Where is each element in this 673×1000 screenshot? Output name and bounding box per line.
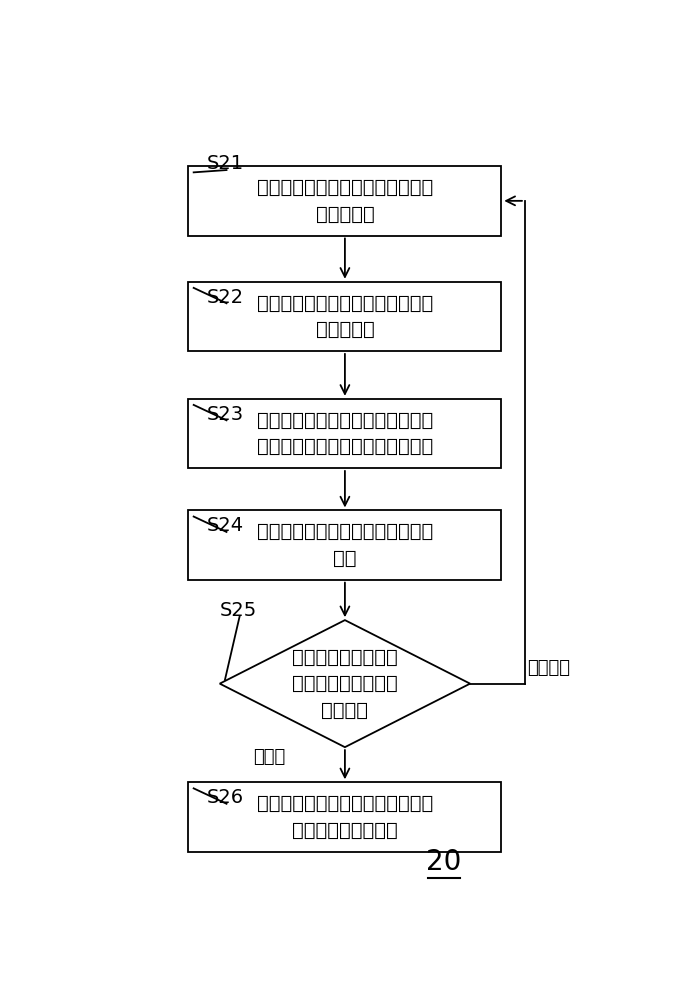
Text: S26: S26 [207,788,244,807]
FancyBboxPatch shape [188,510,501,580]
Text: S22: S22 [207,288,244,307]
FancyBboxPatch shape [188,782,501,852]
Text: 将流量热力图划分为多个流量覆盖
区域: 将流量热力图划分为多个流量覆盖 区域 [257,522,433,568]
Polygon shape [219,620,470,747]
FancyBboxPatch shape [188,282,501,351]
Text: 根据位置信息，将渲染后的基站扇
形嵌入地理地图，生成流量热力图: 根据位置信息，将渲染后的基站扇 形嵌入地理地图，生成流量热力图 [257,411,433,456]
Text: 将该信号覆盖区域标记为信号弱覆
盖区域，并进行提示: 将该信号覆盖区域标记为信号弱覆 盖区域，并进行提示 [257,794,433,840]
Text: 对各个基站扇区对应的扇形图像进
行颜色渲染: 对各个基站扇区对应的扇形图像进 行颜色渲染 [257,294,433,339]
Text: S21: S21 [207,154,244,173]
Text: 监测到: 监测到 [253,748,285,766]
FancyBboxPatch shape [188,399,501,468]
Text: S23: S23 [207,405,244,424]
Text: S25: S25 [219,601,257,620]
Text: 未监测到: 未监测到 [528,659,571,677]
Text: 获取各个基站上报的流量容量信息
和位置信息: 获取各个基站上报的流量容量信息 和位置信息 [257,178,433,224]
Text: 监测各个流量覆盖区
域中是否存在高流量
容量区域: 监测各个流量覆盖区 域中是否存在高流量 容量区域 [292,648,398,720]
FancyBboxPatch shape [188,166,501,235]
Text: S24: S24 [207,516,244,535]
Text: 20: 20 [426,848,462,876]
